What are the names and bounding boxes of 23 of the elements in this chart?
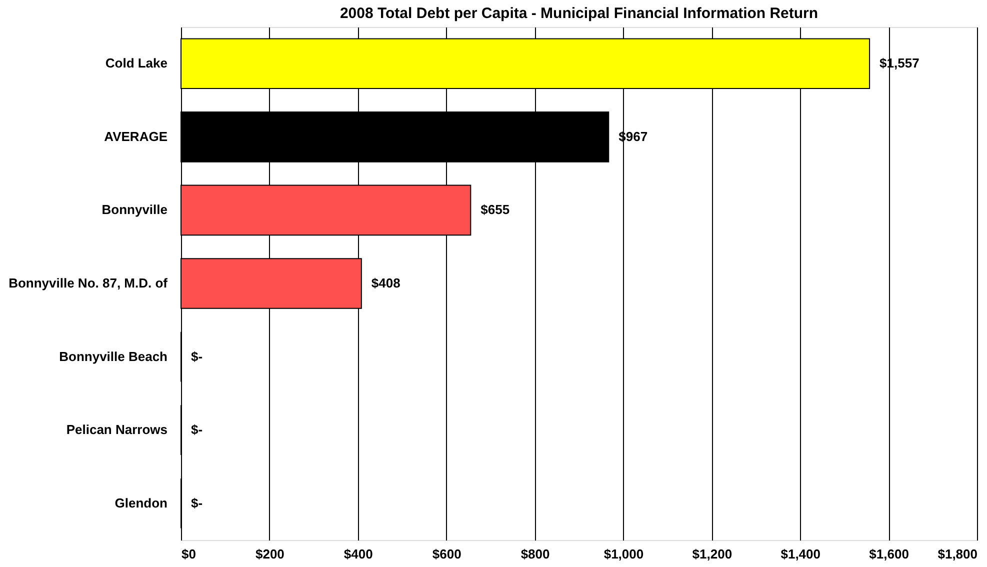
- data-label: $408: [371, 276, 400, 290]
- y-tick-label: Cold Lake: [105, 56, 168, 71]
- x-tick-label: $1,600: [869, 546, 909, 562]
- x-tick-label: $200: [255, 546, 284, 562]
- x-tick-label: $1,000: [604, 546, 644, 562]
- y-tick-label: Pelican Narrows: [66, 422, 168, 438]
- x-tick-label: $400: [344, 546, 373, 562]
- data-label: $-: [191, 422, 203, 438]
- data-label: $-: [191, 495, 203, 510]
- data-label: $-: [191, 348, 203, 364]
- x-tick-label: $800: [520, 546, 550, 562]
- x-tick-label: $0: [182, 546, 196, 562]
- x-tick-label: $600: [432, 546, 462, 562]
- chart-title: 2008 Total Debt per Capita - Municipal Financial Information Return: [340, 5, 818, 22]
- y-tick-label: Bonnyville: [102, 202, 168, 218]
- data-label: $655: [480, 202, 510, 218]
- y-tick-label: Glendon: [114, 495, 168, 510]
- x-tick-label: $1,800: [938, 546, 978, 562]
- x-tick-label: $1,200: [692, 546, 732, 562]
- y-tick-label: Bonnyville Beach: [59, 348, 168, 364]
- y-tick-label: AVERAGE: [104, 128, 168, 144]
- y-tick-label: Bonnyville No. 87, M.D. of: [8, 276, 168, 290]
- x-tick-label: $1,400: [780, 546, 820, 562]
